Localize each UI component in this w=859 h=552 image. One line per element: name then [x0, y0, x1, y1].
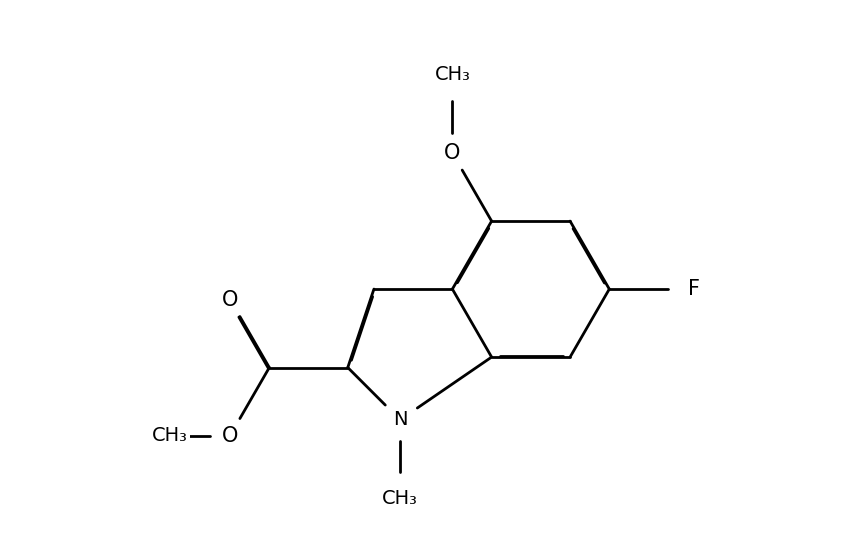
Text: CH₃: CH₃: [435, 65, 471, 84]
Text: F: F: [688, 279, 700, 299]
Text: O: O: [444, 143, 460, 163]
Text: O: O: [222, 290, 238, 310]
Text: O: O: [222, 426, 238, 445]
Text: CH₃: CH₃: [152, 426, 187, 445]
Text: N: N: [393, 410, 407, 429]
Text: CH₃: CH₃: [382, 489, 418, 508]
